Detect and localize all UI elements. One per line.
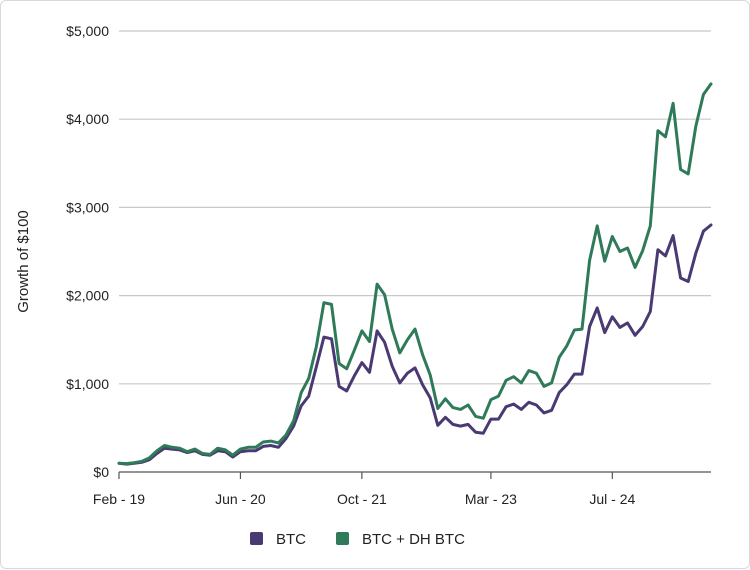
legend-swatch bbox=[250, 532, 263, 545]
y-axis-ticks: $0 $1,000 $2,000 $3,000 $4,000 $5,000 bbox=[66, 23, 109, 480]
y-tick-label: $2,000 bbox=[66, 288, 109, 304]
x-tick-label: Feb - 19 bbox=[93, 491, 145, 507]
legend: BTC BTC + DH BTC bbox=[250, 531, 465, 548]
x-axis: Feb - 19 Jun - 20 Oct - 21 Mar - 23 Jul - 24 bbox=[93, 471, 711, 507]
x-tick-label: Mar - 23 bbox=[465, 491, 517, 507]
legend-swatch bbox=[336, 532, 349, 545]
y-tick-label: $3,000 bbox=[66, 199, 109, 215]
legend-label: BTC + DH BTC bbox=[362, 531, 465, 548]
legend-label: BTC bbox=[276, 531, 306, 548]
y-tick-label: $0 bbox=[93, 464, 109, 480]
y-tick-label: $5,000 bbox=[66, 23, 109, 39]
y-axis-title: Growth of $100 bbox=[15, 210, 32, 313]
x-tick-label: Jul - 24 bbox=[589, 491, 635, 507]
series-line-btc-dh-btc bbox=[117, 82, 713, 466]
series-line-btc bbox=[117, 223, 713, 466]
gridlines bbox=[119, 30, 711, 385]
y-tick-label: $1,000 bbox=[66, 376, 109, 392]
y-tick-label: $4,000 bbox=[66, 111, 109, 127]
series-lines bbox=[117, 82, 713, 466]
x-tick-label: Jun - 20 bbox=[215, 491, 266, 507]
x-tick-label: Oct - 21 bbox=[337, 491, 387, 507]
